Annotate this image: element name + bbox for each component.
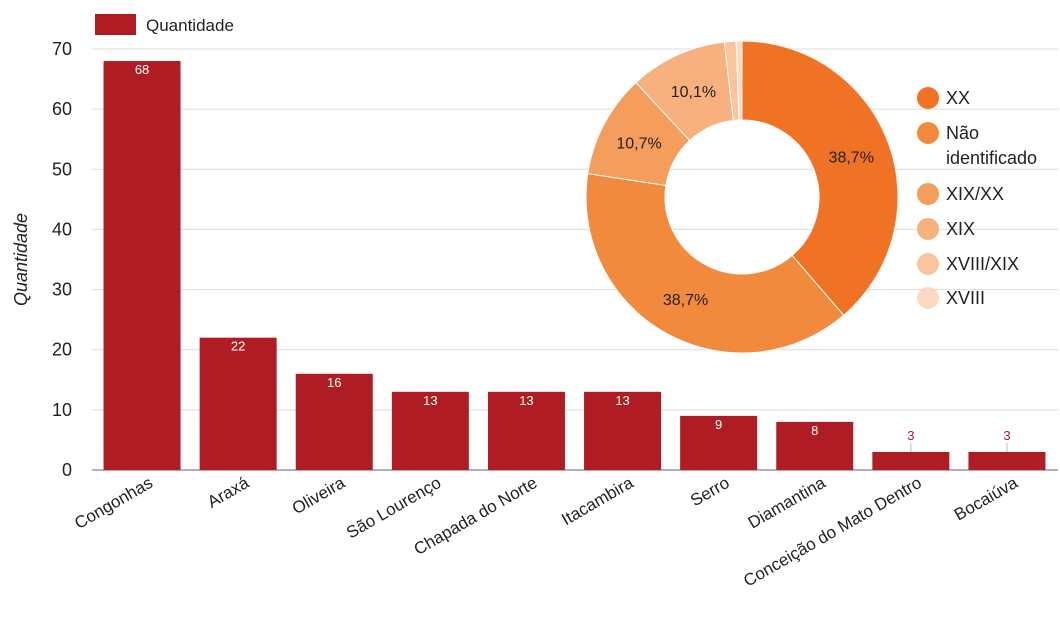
legend-swatch: [917, 122, 939, 144]
bar[interactable]: [680, 415, 758, 470]
legend-label: XVIII: [946, 288, 985, 308]
bar-legend[interactable]: Quantidade: [95, 14, 234, 35]
bar[interactable]: [584, 391, 662, 470]
legend-label: XIX/XX: [946, 184, 1004, 204]
legend-swatch: [917, 287, 939, 309]
donut-slice-label: 10,1%: [671, 84, 716, 101]
bar-data-label: 3: [907, 428, 914, 443]
y-tick-label: 0: [62, 460, 72, 480]
y-tick-label: 20: [52, 340, 72, 360]
bar[interactable]: [872, 451, 950, 470]
bar-data-labels: 68 22 16 13 13 13 9 8 3 3: [135, 62, 1011, 452]
y-axis-title: Quantidade: [11, 213, 31, 306]
donut-slice-label: 10,7%: [616, 135, 661, 152]
y-axis-ticks: 0 10 20 30 40 50 60 70: [52, 39, 72, 480]
bar[interactable]: [776, 421, 854, 470]
y-tick-label: 50: [52, 159, 72, 179]
category-label: Bocaiúva: [951, 473, 1022, 525]
category-label: Serro: [687, 473, 733, 510]
legend-swatch: [917, 87, 939, 109]
donut-chart: 38,7% 38,7% 10,7% 10,1% XX Não identificado XI…: [585, 40, 1037, 354]
donut-slice[interactable]: [741, 40, 899, 317]
legend-swatch: [917, 253, 939, 275]
donut-slice[interactable]: [585, 172, 845, 354]
bar[interactable]: [487, 391, 565, 470]
bar-data-label: 8: [811, 423, 818, 438]
y-tick-label: 40: [52, 219, 72, 239]
bar[interactable]: [103, 61, 181, 471]
legend-label: XVIII/XIX: [946, 254, 1019, 274]
y-tick-label: 60: [52, 99, 72, 119]
category-label: Conceição do Mato Dentro: [740, 473, 925, 591]
donut-slices: [585, 40, 899, 354]
bar-data-label: 68: [135, 62, 149, 77]
legend-label: XX: [946, 88, 970, 108]
category-label: Araxá: [204, 473, 252, 512]
donut-legend[interactable]: XX Não identificado XIX/XX XIX XVIII/XIX XVIII: [917, 87, 1037, 309]
bar[interactable]: [391, 391, 469, 470]
donut-slice-label: 38,7%: [663, 292, 708, 309]
bar-data-label: 13: [615, 393, 629, 408]
category-label: Congonhas: [71, 473, 156, 533]
bars: [103, 61, 1046, 471]
category-label: Oliveira: [289, 473, 349, 519]
bar-data-label: 16: [327, 375, 341, 390]
donut-slice[interactable]: [735, 40, 743, 121]
bar-chart: 0 10 20 30 40 50 60 70 Quantidade 68 22 16 13 13 13 9…: [11, 14, 1058, 591]
bar-data-label: 13: [423, 393, 437, 408]
bar[interactable]: [199, 337, 277, 470]
bar-data-label: 22: [231, 339, 245, 354]
category-label: Diamantina: [745, 473, 829, 533]
donut-slice-labels: 38,7% 38,7% 10,7% 10,1%: [616, 84, 874, 309]
y-tick-label: 70: [52, 39, 72, 59]
category-label: Itacambira: [558, 473, 637, 529]
legend-label: Não: [946, 123, 979, 143]
y-tick-label: 30: [52, 280, 72, 300]
legend-swatch: [917, 218, 939, 240]
bar-data-label: 3: [1003, 428, 1010, 443]
bar-data-label: 9: [715, 417, 722, 432]
legend-swatch: [917, 183, 939, 205]
bar[interactable]: [968, 451, 1046, 470]
legend-label: Quantidade: [146, 16, 234, 35]
legend-label: XIX: [946, 219, 975, 239]
donut-slice-label: 38,7%: [829, 150, 874, 167]
bar-data-label: 13: [519, 393, 533, 408]
legend-swatch: [95, 14, 136, 35]
bar[interactable]: [295, 373, 373, 470]
y-tick-label: 10: [52, 400, 72, 420]
legend-label-continued: identificado: [946, 148, 1037, 168]
